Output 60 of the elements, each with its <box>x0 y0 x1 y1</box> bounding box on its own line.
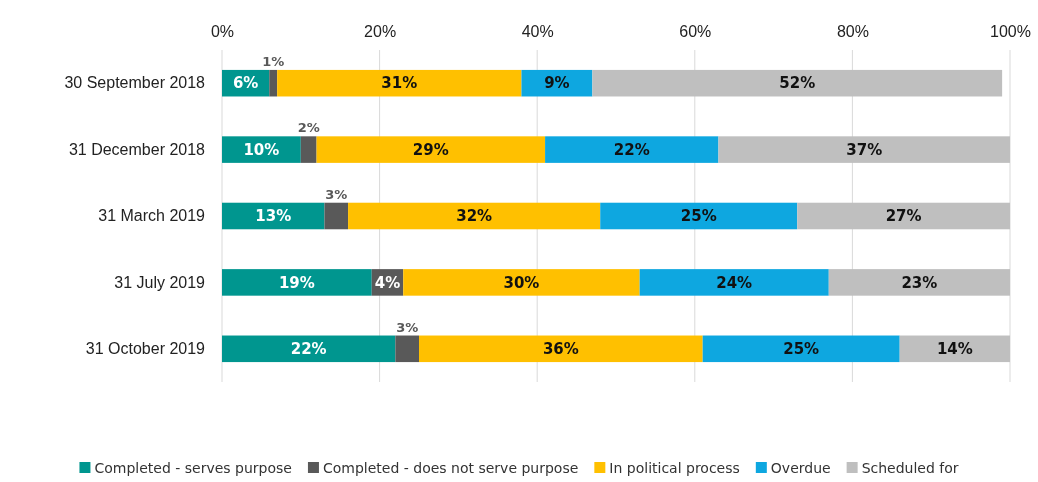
data-label: 25% <box>680 207 717 226</box>
bar <box>403 269 640 296</box>
y-tick-label: 31 March 2019 <box>98 207 206 225</box>
data-label: 10% <box>243 140 280 159</box>
x-tick-label: 40% <box>521 23 554 40</box>
legend-label: Overdue <box>770 459 831 476</box>
bar <box>545 136 719 163</box>
bar <box>395 335 419 363</box>
data-label: 22% <box>290 340 327 359</box>
y-tick-label: 30 September 2018 <box>64 74 206 92</box>
y-tick-label: 31 December 2018 <box>68 140 206 158</box>
x-tick-label: 0% <box>210 23 235 40</box>
bar <box>348 202 601 230</box>
data-label: 1% <box>262 53 285 69</box>
bar <box>419 335 703 363</box>
data-label: 3% <box>396 319 419 335</box>
data-label: 37% <box>846 140 883 159</box>
y-tick-label: 31 July 2019 <box>114 273 206 291</box>
data-label: 22% <box>613 140 650 159</box>
legend-label: Scheduled for <box>861 459 959 476</box>
data-label: 25% <box>783 340 820 359</box>
data-label: 9% <box>544 74 570 93</box>
x-tick-label: 80% <box>836 23 869 40</box>
data-label: 19% <box>278 273 315 292</box>
data-label: 30% <box>503 273 540 292</box>
data-label: 3% <box>325 186 348 202</box>
data-label: 13% <box>255 207 292 226</box>
x-tick-label: 100% <box>990 23 1031 40</box>
bar <box>222 269 372 296</box>
legend-label: In political process <box>609 459 740 476</box>
y-tick-label: 31 October 2019 <box>85 339 206 357</box>
data-label: 27% <box>885 207 922 226</box>
bar <box>797 202 1010 230</box>
data-label: 2% <box>297 120 320 136</box>
data-label: 24% <box>716 273 753 292</box>
data-label: 23% <box>901 273 938 292</box>
bar <box>277 69 522 97</box>
data-label: 4% <box>374 273 401 292</box>
bar <box>702 335 900 363</box>
bar <box>316 136 546 163</box>
x-tick-label: 60% <box>679 23 712 40</box>
data-label: 36% <box>542 340 579 359</box>
legend-label: Completed - does not serve purpose <box>322 459 579 476</box>
bar <box>269 69 278 97</box>
data-label: 31% <box>381 74 418 93</box>
bar <box>300 136 317 163</box>
legend-label: Completed - serves purpose <box>94 459 292 476</box>
data-label: 14% <box>936 340 973 359</box>
bar <box>600 202 798 230</box>
bar <box>222 335 396 363</box>
data-label: 6% <box>232 74 259 93</box>
x-tick-label: 20% <box>364 23 397 40</box>
data-label: 32% <box>456 207 493 226</box>
bar <box>718 136 1010 163</box>
bar <box>639 269 829 296</box>
bar <box>324 202 349 230</box>
bar <box>592 69 1003 97</box>
data-label: 52% <box>779 74 816 93</box>
bar <box>828 269 1010 296</box>
data-label: 29% <box>412 140 449 159</box>
